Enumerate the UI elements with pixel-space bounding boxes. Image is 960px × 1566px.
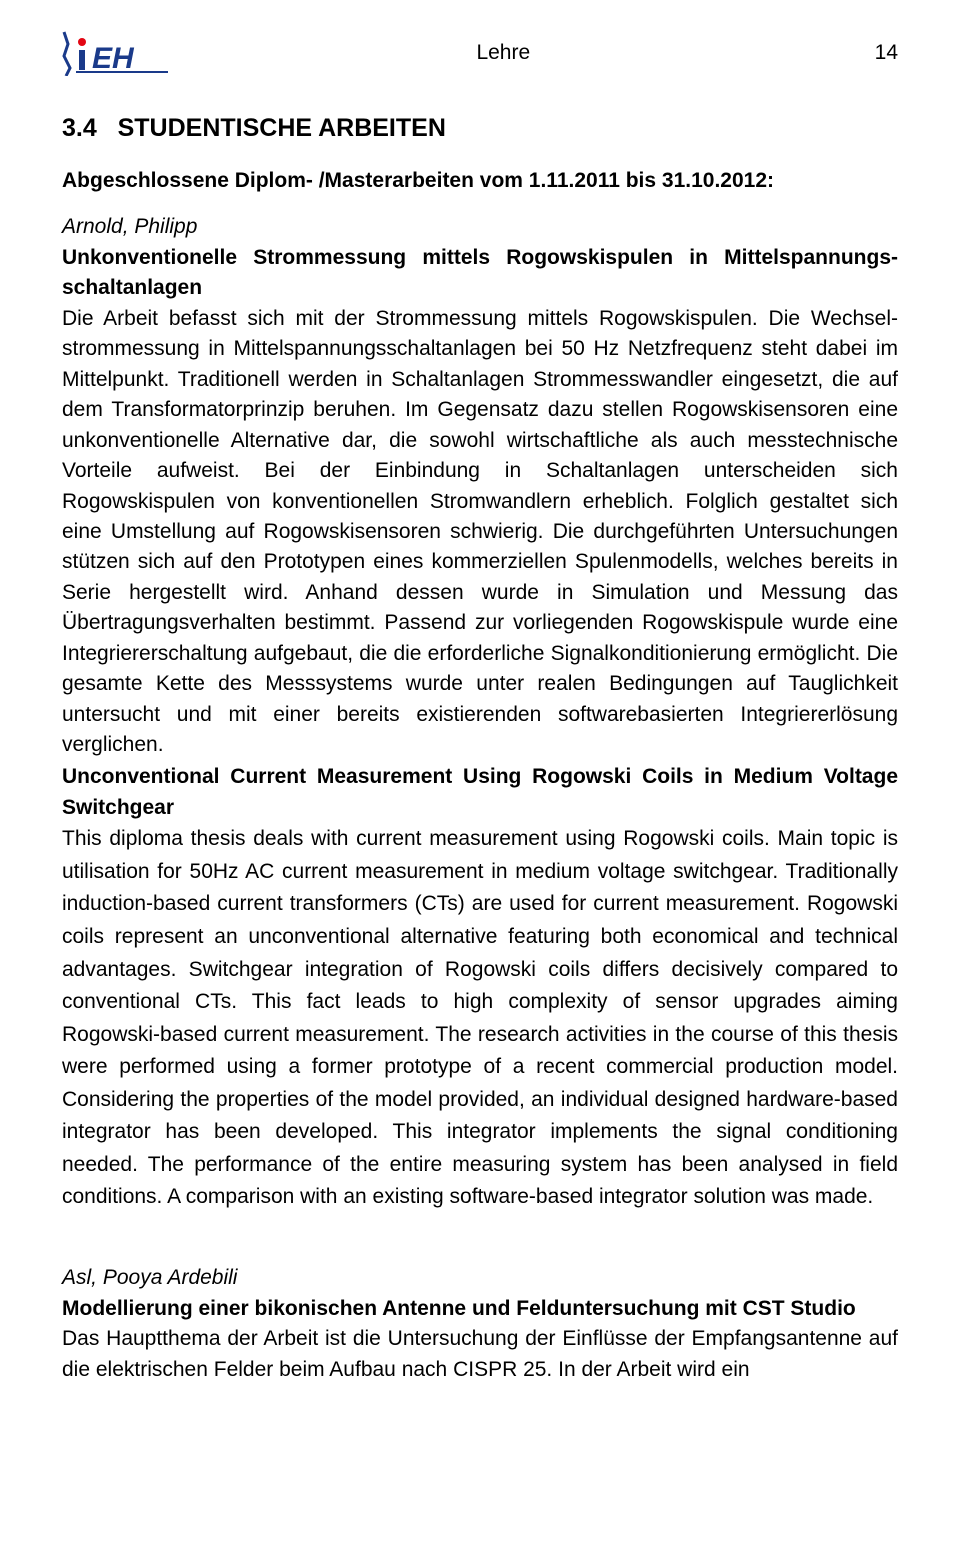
thesis-entry: Arnold, Philipp Unkonventionelle Stromme… <box>62 215 898 1214</box>
thesis-title-de: Modellierung einer bikonischen Antenne u… <box>62 1294 898 1324</box>
thesis-body-en: This diploma thesis deals with current m… <box>62 823 898 1214</box>
svg-text:EH: EH <box>92 42 135 75</box>
thesis-title-en: Unconventional Current Measurement Using… <box>62 762 898 823</box>
header-title: Lehre <box>132 41 875 65</box>
page-number: 14 <box>875 41 898 65</box>
page-header: EH Lehre 14 <box>62 30 898 76</box>
thesis-title-de: Unkonventionelle Strommessung mittels Ro… <box>62 243 898 304</box>
section-subtitle: Abgeschlossene Diplom- /Masterarbeiten v… <box>62 169 898 193</box>
thesis-body-de: Die Arbeit befasst sich mit der Strommes… <box>62 304 898 761</box>
document-page: EH Lehre 14 3.4 STUDENTISCHE ARBEITEN Ab… <box>0 0 960 1441</box>
thesis-body-de: Das Hauptthema der Arbeit ist die Unters… <box>62 1324 898 1385</box>
section-title: STUDENTISCHE ARBEITEN <box>118 114 446 142</box>
spacer <box>62 1240 898 1266</box>
thesis-entry: Asl, Pooya Ardebili Modellierung einer b… <box>62 1266 898 1385</box>
author-name: Arnold, Philipp <box>62 215 898 239</box>
section-heading: 3.4 STUDENTISCHE ARBEITEN <box>62 114 898 143</box>
author-name: Asl, Pooya Ardebili <box>62 1266 898 1290</box>
section-number: 3.4 <box>62 114 97 142</box>
